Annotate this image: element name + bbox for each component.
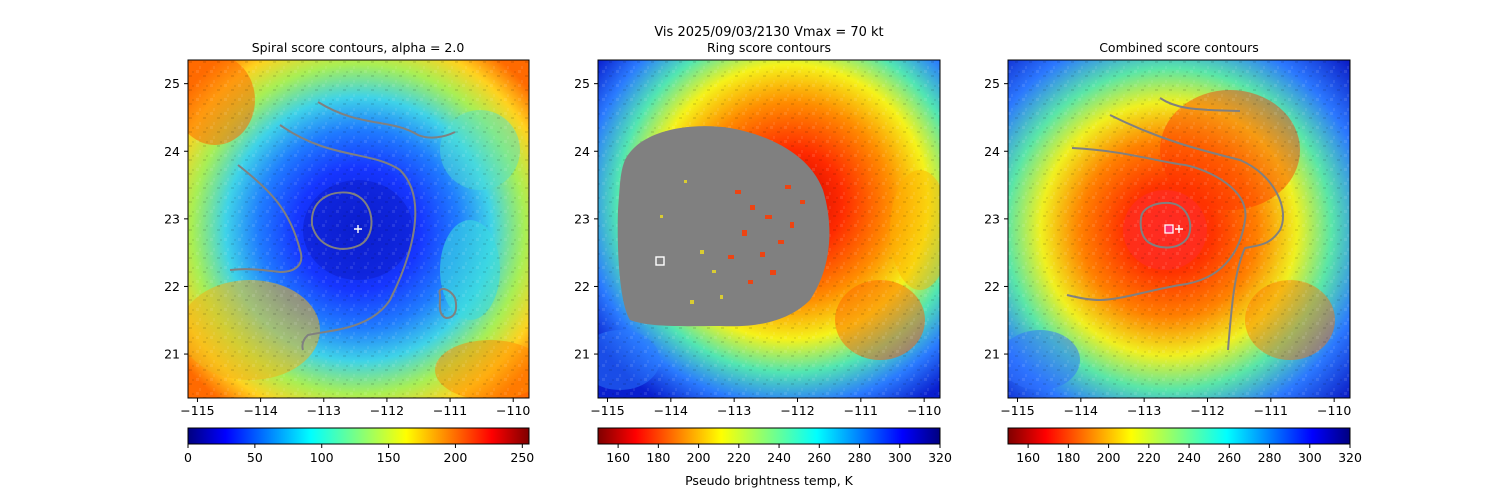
spiral-heatmap [188, 60, 529, 398]
x-tick-label: −112 [1190, 403, 1224, 418]
colorbar-tick-label: 50 [247, 450, 263, 465]
y-tick-label: 22 [164, 279, 180, 294]
y-tick-label: 24 [164, 144, 180, 159]
colorbar-tick-label: 220 [727, 450, 751, 465]
colorbar-tick-label: 0 [184, 450, 192, 465]
spiral-axes-frame [187, 59, 530, 399]
ring-axes-frame [597, 59, 941, 399]
ring-box-marker [655, 256, 665, 266]
spiral-contours [229, 101, 458, 351]
combined-colorbar [1008, 428, 1350, 444]
spiral-colorbar-ticks: 0 50 100 150 200 250 [184, 444, 534, 465]
colorbar-tick-label: 320 [928, 450, 952, 465]
x-tick-label: −112 [370, 403, 404, 418]
x-tick-label: −112 [780, 403, 814, 418]
spiral-ticks: −115 −114 −113 −112 −111 −110 21 22 23 24 25 [164, 76, 530, 418]
x-tick-label: −111 [1254, 403, 1288, 418]
ring-heatmap [598, 60, 940, 398]
x-tick-label: −115 [180, 403, 214, 418]
colorbar-tick-label: 100 [310, 450, 334, 465]
x-tick-label: −115 [590, 403, 624, 418]
y-tick-label: 21 [574, 347, 590, 362]
colorbar-tick-label: 240 [767, 450, 791, 465]
colorbar-tick-label: 280 [1258, 450, 1282, 465]
panel-combined: Combined score contours −115 −114 −113 −112… [984, 40, 1362, 465]
colorbar-tick-label: 320 [1338, 450, 1362, 465]
y-tick-label: 23 [574, 211, 590, 226]
combined-ticks: −115 −114 −113 −112 −111 −110 21 22 23 24 25 [984, 76, 1351, 418]
colorbar-tick-label: 160 [606, 450, 630, 465]
colorbar-tick-label: 300 [888, 450, 912, 465]
x-tick-label: −111 [844, 403, 878, 418]
panel-title-spiral: Spiral score contours, alpha = 2.0 [252, 40, 465, 55]
panel-title-combined: Combined score contours [1099, 40, 1259, 55]
y-tick-label: 21 [984, 347, 1000, 362]
colorbar-tick-label: 180 [646, 450, 670, 465]
ring-colorbar-ticks: 160 180 200 220 240 260 280 300 320 [606, 444, 952, 465]
combined-contours [1066, 97, 1285, 351]
colorbar-tick-label: 280 [848, 450, 872, 465]
spiral-colorbar [188, 428, 529, 444]
x-tick-label: −114 [243, 403, 277, 418]
combined-colorbar-ticks: 160 180 200 220 240 260 280 300 320 [1016, 444, 1362, 465]
x-tick-label: −113 [307, 403, 341, 418]
colorbar-tick-label: 250 [510, 450, 534, 465]
ring-ticks: −115 −114 −113 −112 −111 −110 21 22 23 24 25 [574, 76, 941, 418]
panel-ring: Ring score contours −115− [574, 40, 952, 488]
ring-colorbar [598, 428, 940, 444]
figure-suptitle: Vis 2025/09/03/2130 Vmax = 70 kt [654, 25, 883, 40]
ring-score-region [617, 126, 830, 327]
combined-center-marker [1175, 225, 1183, 233]
colorbar-label: Pseudo brightness temp, K [685, 473, 854, 488]
y-tick-label: 25 [164, 76, 180, 91]
y-tick-label: 23 [984, 211, 1000, 226]
colorbar-tick-label: 200 [444, 450, 468, 465]
y-tick-label: 24 [984, 144, 1000, 159]
colorbar-tick-label: 220 [1137, 450, 1161, 465]
x-tick-label: −111 [433, 403, 467, 418]
y-tick-label: 22 [984, 279, 1000, 294]
x-tick-label: −110 [907, 403, 941, 418]
combined-axes-frame [1007, 59, 1351, 399]
x-tick-label: −110 [1317, 403, 1351, 418]
x-tick-label: −113 [1127, 403, 1161, 418]
x-tick-label: −115 [1000, 403, 1034, 418]
panel-spiral: Spiral score contours, alpha = 2.0 −115−… [164, 40, 534, 465]
x-tick-label: −113 [717, 403, 751, 418]
combined-box-marker [1164, 224, 1174, 234]
colorbar-tick-label: 240 [1177, 450, 1201, 465]
x-tick-label: −114 [1064, 403, 1098, 418]
colorbar-tick-label: 260 [1217, 450, 1241, 465]
panel-title-ring: Ring score contours [707, 40, 831, 55]
colorbar-tick-label: 200 [687, 450, 711, 465]
spiral-center-marker [354, 225, 362, 233]
y-tick-label: 25 [984, 76, 1000, 91]
y-tick-label: 22 [574, 279, 590, 294]
colorbar-tick-label: 150 [377, 450, 401, 465]
x-tick-label: −110 [496, 403, 530, 418]
colorbar-tick-label: 200 [1097, 450, 1121, 465]
colorbar-tick-label: 160 [1016, 450, 1040, 465]
colorbar-tick-label: 300 [1298, 450, 1322, 465]
ring-speckle [728, 185, 805, 284]
y-tick-label: 25 [574, 76, 590, 91]
y-tick-label: 24 [574, 144, 590, 159]
colorbar-tick-label: 180 [1056, 450, 1080, 465]
x-tick-label: −114 [654, 403, 688, 418]
y-tick-label: 23 [164, 211, 180, 226]
y-tick-label: 21 [164, 347, 180, 362]
colorbar-tick-label: 260 [807, 450, 831, 465]
